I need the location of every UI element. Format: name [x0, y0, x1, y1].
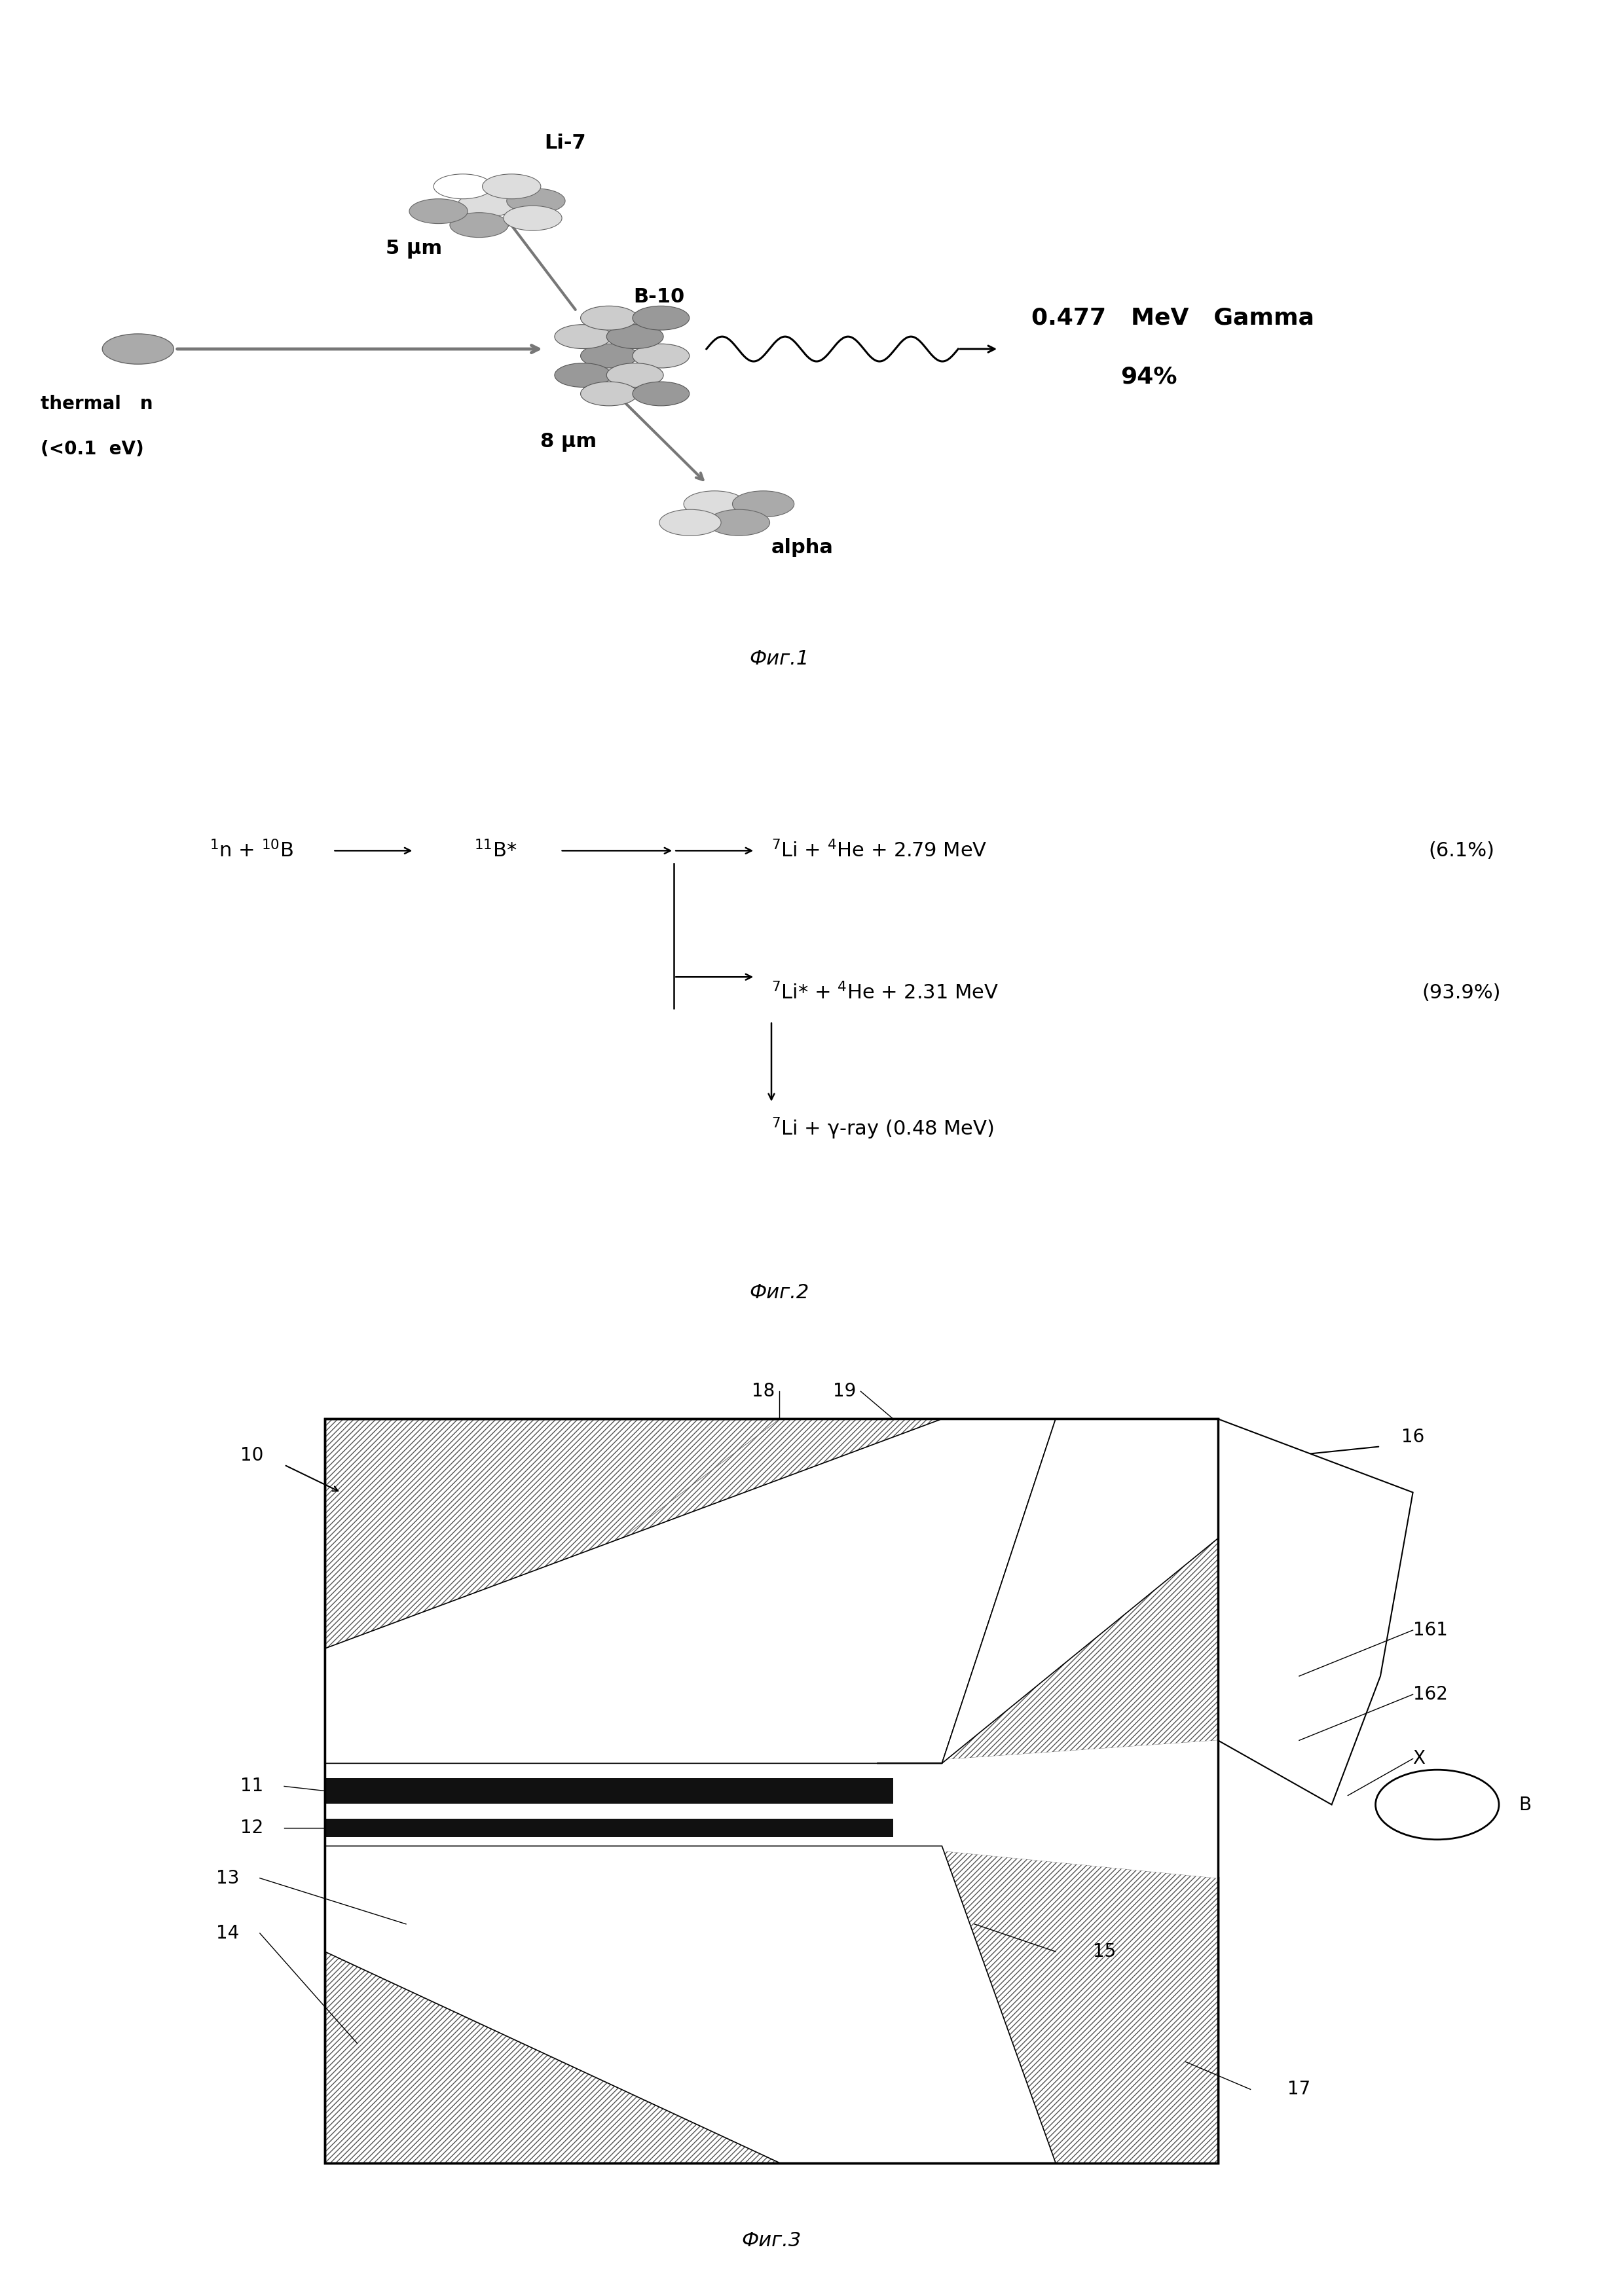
Circle shape [102, 333, 174, 365]
Circle shape [507, 188, 565, 214]
Circle shape [503, 207, 562, 230]
Circle shape [1376, 1770, 1499, 1839]
Circle shape [409, 200, 468, 223]
Text: Фиг.3: Фиг.3 [742, 2232, 801, 2250]
Circle shape [708, 510, 770, 535]
Text: 15: 15 [1093, 1942, 1116, 1961]
Polygon shape [877, 1419, 1218, 1763]
Text: 162: 162 [1413, 1685, 1447, 1704]
Polygon shape [325, 1777, 893, 1805]
Text: Li-7: Li-7 [544, 133, 586, 152]
Polygon shape [325, 1846, 1218, 2163]
Circle shape [633, 305, 690, 331]
Text: 0.477   MeV   Gamma: 0.477 MeV Gamma [1031, 308, 1314, 328]
Polygon shape [325, 1846, 1056, 2163]
Polygon shape [325, 1740, 1218, 1878]
Text: Фиг.1: Фиг.1 [750, 650, 809, 668]
Text: 8 μm: 8 μm [541, 432, 596, 452]
Text: 16: 16 [1402, 1428, 1424, 1446]
Text: $^{1}$n + $^{10}$B: $^{1}$n + $^{10}$B [209, 840, 294, 861]
Circle shape [482, 174, 541, 200]
Text: 17: 17 [1288, 2080, 1311, 2099]
Text: 161: 161 [1413, 1621, 1447, 1639]
Circle shape [554, 363, 611, 388]
Text: $^{7}$Li + γ-ray (0.48 MeV): $^{7}$Li + γ-ray (0.48 MeV) [771, 1116, 994, 1141]
Text: $^{7}$Li + $^{4}$He + 2.79 MeV: $^{7}$Li + $^{4}$He + 2.79 MeV [771, 840, 987, 861]
Text: Фиг.2: Фиг.2 [750, 1283, 809, 1302]
Text: X: X [1413, 1750, 1426, 1768]
Text: alpha: alpha [771, 540, 833, 558]
Text: thermal   n: thermal n [41, 395, 153, 413]
Circle shape [633, 381, 690, 406]
Text: 18: 18 [752, 1382, 775, 1401]
Circle shape [450, 214, 508, 236]
Circle shape [607, 324, 664, 349]
Circle shape [659, 510, 721, 535]
Polygon shape [325, 1419, 1218, 1763]
Polygon shape [325, 1419, 1056, 1763]
Circle shape [581, 305, 637, 331]
Polygon shape [325, 1419, 1218, 2163]
Text: 14: 14 [216, 1924, 239, 1942]
Circle shape [581, 344, 637, 367]
Text: B-10: B-10 [633, 287, 685, 305]
Polygon shape [893, 1740, 1332, 1878]
Circle shape [434, 174, 492, 200]
Polygon shape [1218, 1419, 1413, 1805]
Text: 94%: 94% [1121, 365, 1177, 388]
Text: 11: 11 [240, 1777, 263, 1795]
Text: 13: 13 [216, 1869, 239, 1887]
Text: 5 μm: 5 μm [387, 239, 442, 259]
Text: $^{11}$B*: $^{11}$B* [474, 840, 516, 861]
Text: (<0.1  eV): (<0.1 eV) [41, 441, 145, 457]
Text: (6.1%): (6.1%) [1429, 840, 1494, 861]
Circle shape [581, 381, 637, 406]
Circle shape [732, 491, 794, 517]
Circle shape [684, 491, 745, 517]
Text: (93.9%): (93.9%) [1423, 983, 1501, 1003]
Text: 12: 12 [240, 1818, 263, 1837]
Circle shape [607, 363, 664, 388]
Text: 19: 19 [833, 1382, 856, 1401]
Text: B: B [1518, 1795, 1531, 1814]
Circle shape [458, 193, 516, 216]
Polygon shape [325, 1818, 893, 1837]
Polygon shape [325, 1805, 893, 1818]
Circle shape [633, 344, 690, 367]
Circle shape [554, 324, 611, 349]
Text: $^{7}$Li* + $^{4}$He + 2.31 MeV: $^{7}$Li* + $^{4}$He + 2.31 MeV [771, 983, 999, 1003]
Text: 10: 10 [240, 1446, 263, 1465]
